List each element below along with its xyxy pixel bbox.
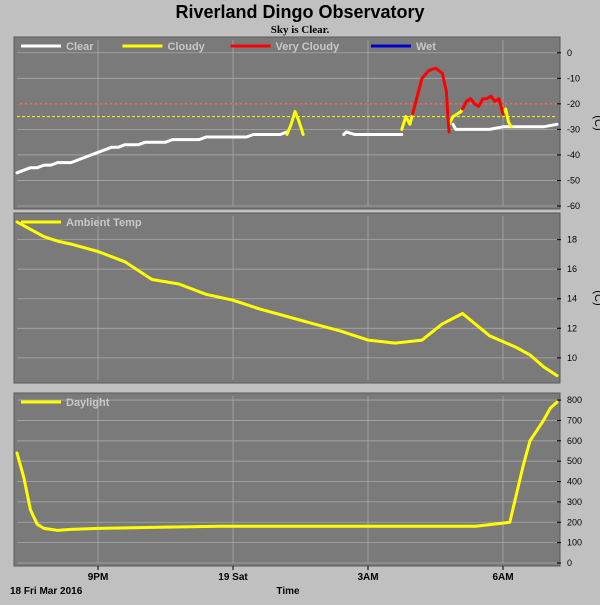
x-tick-label: 9PM (88, 572, 109, 583)
y-tick-label: 12 (567, 323, 577, 333)
series-line-ambient-temp (15, 220, 559, 378)
y-tick-label: 18 (567, 235, 577, 245)
series-line-cloudy (447, 107, 464, 126)
y-tick-label: 800 (567, 395, 582, 405)
series-line-clear (342, 130, 404, 136)
y-tick-label: 200 (567, 517, 582, 527)
y-tick-label: -50 (567, 175, 580, 185)
y-tick-label: -30 (567, 124, 580, 134)
y-tick-label: 500 (567, 456, 582, 466)
y-tick-label: -40 (567, 150, 580, 160)
x-tick-label: 6AM (492, 572, 513, 583)
y-tick-label: 10 (567, 353, 577, 363)
time-axis: 9PM 19 Sat 3AM 6AM (88, 566, 514, 583)
y-tick-label: 700 (567, 415, 582, 425)
series-line-cloudy (501, 107, 513, 129)
sky-status: Sky is Clear. (271, 24, 330, 36)
y-axis-label: (C) (592, 115, 600, 130)
legend-label: Ambient Temp (66, 217, 142, 229)
legend-label: Clear (66, 41, 94, 53)
series-line-clear (451, 122, 559, 131)
plot-area (13, 212, 561, 384)
series-line-cloudy (400, 112, 415, 131)
start-date-label: 18 Fri Mar 2016 (10, 586, 83, 597)
y-tick-label: 16 (567, 264, 577, 274)
plot-area (13, 392, 561, 567)
legend-label: Wet (416, 41, 436, 53)
x-tick-label: 19 Sat (218, 572, 248, 583)
series-line-daylight (15, 400, 559, 532)
y-tick-label: 400 (567, 477, 582, 487)
series-line-cloudy (285, 110, 305, 136)
page-title: Riverland Dingo Observatory (175, 2, 424, 22)
daylight-panel: 0 100 200 300 400 500 600 700 800 Daylight (13, 392, 582, 568)
legend-label: Cloudy (168, 41, 206, 53)
y-tick-label: 14 (567, 294, 577, 304)
y-tick-label: 600 (567, 436, 582, 446)
x-tick-label: 3AM (357, 572, 378, 583)
sky-temp-panel: 0 -10 -20 -30 -40 -50 -60 (C) Clear Cloudy Very Cl… (13, 36, 600, 211)
y-tick-label: -60 (567, 201, 580, 211)
y-tick-label: 0 (567, 48, 572, 58)
plot-area (13, 36, 561, 210)
y-tick-label: -20 (567, 99, 580, 109)
y-tick-label: 0 (567, 558, 572, 568)
x-axis-label: Time (276, 586, 300, 597)
y-axis-label: (C) (592, 290, 600, 305)
y-tick-label: -10 (567, 73, 580, 83)
series-line-very-cloudy (461, 94, 505, 116)
y-tick-label: 300 (567, 497, 582, 507)
y-tick-label: 100 (567, 538, 582, 548)
legend-label: Very Cloudy (276, 41, 340, 53)
legend-label: Daylight (66, 397, 110, 409)
series-line-very-cloudy (411, 66, 451, 134)
ambient-temp-panel: 10 12 14 16 18 (C) Ambient Temp (13, 212, 600, 384)
series-line-clear (15, 130, 289, 175)
